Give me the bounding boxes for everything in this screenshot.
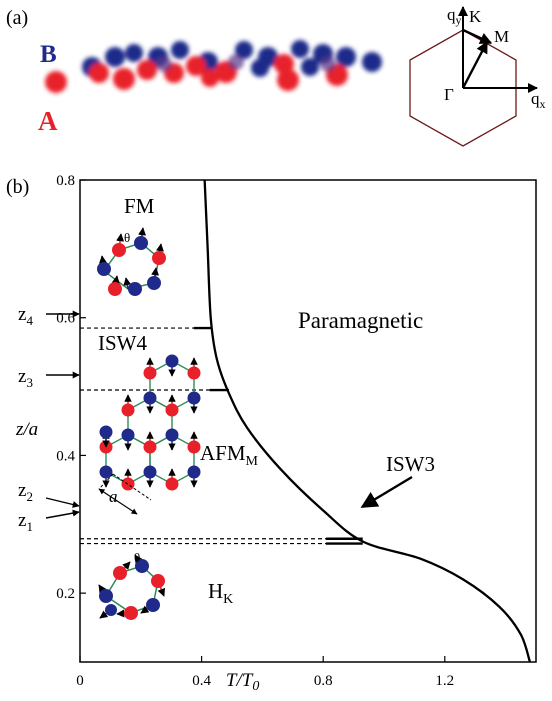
y-tick-label: 0.2 bbox=[56, 586, 75, 602]
isw3-label: ISW3 bbox=[386, 452, 435, 476]
phase-diagram: 0 0.4 0.8 1.2 0.2 0.4 0.6 0.8 T/T0 z/a bbox=[15, 173, 537, 694]
panel-a-label: (a) bbox=[6, 7, 28, 29]
m-point-label: M bbox=[494, 27, 509, 46]
hk-spin-inset: θ bbox=[98, 550, 166, 620]
lattice-constant-label: a bbox=[109, 487, 118, 506]
atom-a bbox=[121, 403, 135, 417]
k-point-label: K bbox=[469, 7, 482, 26]
gamma-m-vector bbox=[461, 40, 489, 89]
atom-b bbox=[143, 391, 157, 405]
gamma-point-label: Γ bbox=[444, 85, 454, 104]
qy-label: qy bbox=[447, 5, 462, 27]
y-tick-label: 0.8 bbox=[56, 173, 75, 189]
y-tick-label: 0.6 bbox=[56, 311, 75, 327]
atom-b bbox=[165, 428, 179, 442]
z3-label: z3 bbox=[18, 366, 33, 390]
afm-spin-inset: a bbox=[98, 354, 201, 515]
x-tick-label: 0.4 bbox=[192, 673, 211, 689]
atom-b bbox=[99, 425, 113, 439]
z1-label: z1 bbox=[18, 510, 33, 534]
isw3-arrow bbox=[360, 475, 413, 509]
k-m-vector bbox=[462, 28, 493, 45]
paramagnetic-region-label: Paramagnetic bbox=[298, 308, 423, 333]
plot-frame bbox=[79, 179, 537, 663]
phase-boundary-curve bbox=[203, 179, 532, 663]
z-labels: z4 z3 z2 z1 bbox=[18, 304, 80, 534]
atom-b bbox=[165, 354, 179, 368]
x-tick-label: 0.8 bbox=[314, 673, 333, 689]
atom-b bbox=[187, 391, 201, 405]
hexagon-zone-boundary bbox=[409, 29, 517, 147]
hk-region-label: HK bbox=[208, 579, 233, 607]
atom-a bbox=[121, 477, 135, 491]
x-axis-label: T/T0 bbox=[226, 670, 259, 694]
isw4-region-label: ISW4 bbox=[98, 331, 147, 355]
atom-chain bbox=[45, 40, 382, 93]
atom-a bbox=[143, 366, 157, 380]
z4-label: z4 bbox=[18, 304, 33, 328]
fm-region-label: FM bbox=[124, 194, 155, 218]
y-tick-label: 0.4 bbox=[56, 448, 75, 464]
atom-a bbox=[187, 366, 201, 380]
brillouin-zone: qy K M Γ qx bbox=[409, 5, 546, 147]
atom-a bbox=[143, 440, 157, 454]
afm-region-label: AFMM bbox=[200, 441, 259, 469]
atom-a bbox=[165, 403, 179, 417]
sublattice-b-label: B bbox=[40, 41, 57, 68]
theta-label-fm: θ bbox=[124, 230, 130, 245]
atom-a bbox=[165, 477, 179, 491]
atom-b bbox=[99, 465, 113, 479]
atom-b bbox=[121, 428, 135, 442]
x-tick-label: 0 bbox=[76, 673, 84, 689]
atom-b bbox=[143, 465, 157, 479]
atom-b bbox=[187, 465, 201, 479]
theta-label-hk: θ bbox=[134, 550, 140, 565]
z2-label: z2 bbox=[18, 480, 33, 504]
atom-a bbox=[187, 440, 201, 454]
fm-spin-inset: θ bbox=[97, 227, 166, 296]
qx-label: qx bbox=[531, 89, 546, 111]
x-tick-label: 1.2 bbox=[435, 673, 454, 689]
y-axis-label: z/a bbox=[15, 419, 38, 440]
sublattice-a-label: A bbox=[38, 106, 58, 136]
panel-b-label: (b) bbox=[6, 176, 29, 198]
